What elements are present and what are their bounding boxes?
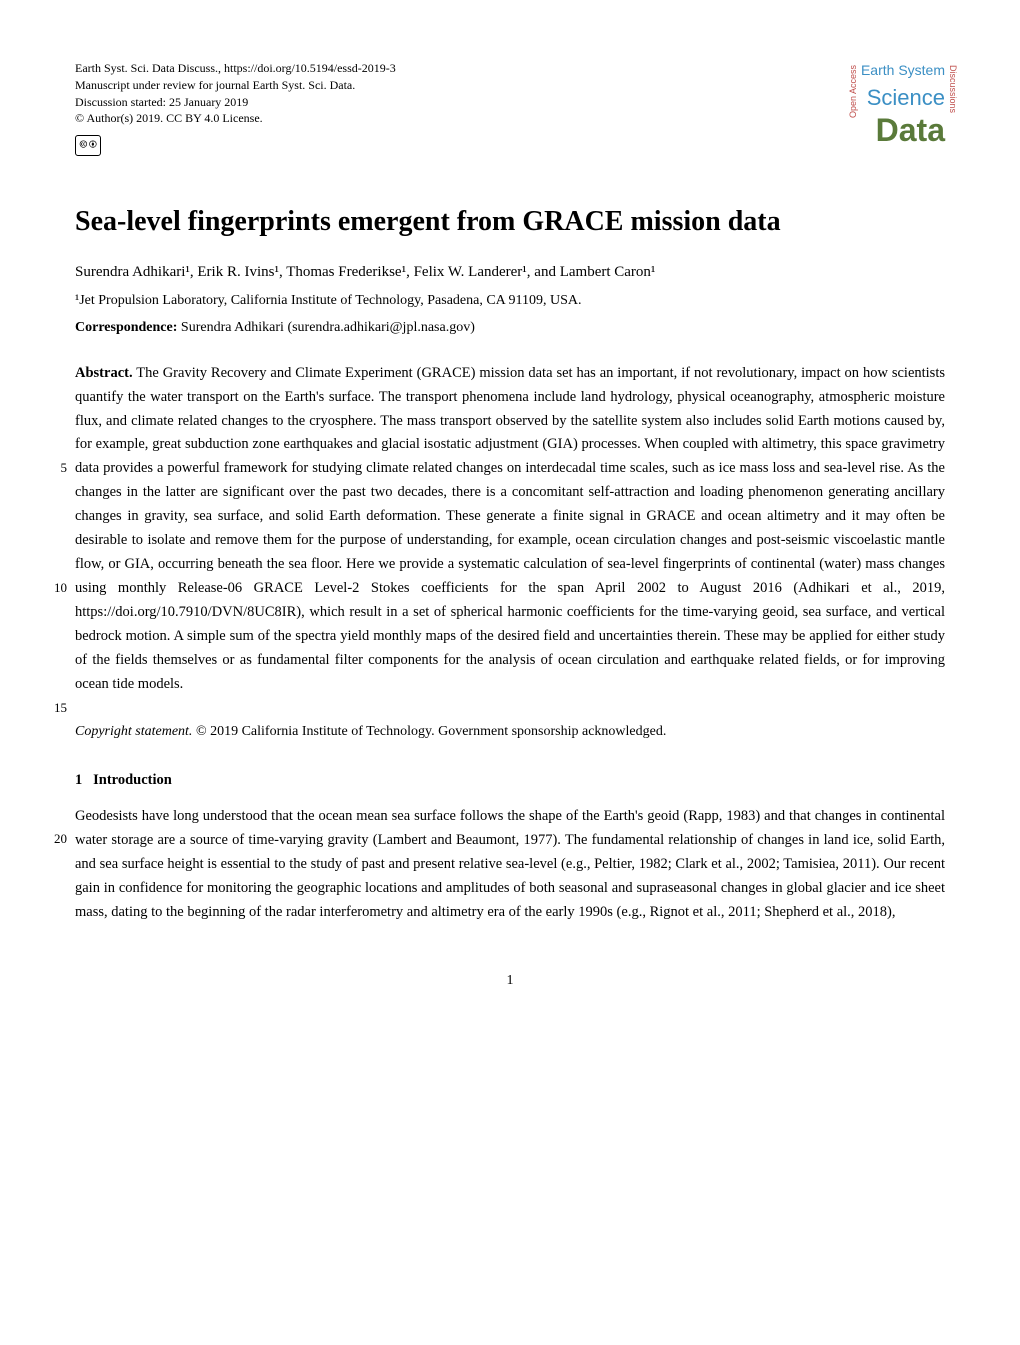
paper-title: Sea-level fingerprints emergent from GRA…: [75, 201, 945, 243]
by-icon: 🅯: [90, 139, 97, 151]
abstract: Abstract. The Gravity Recovery and Clima…: [75, 362, 945, 697]
preprint-license: © Author(s) 2019. CC BY 4.0 License.: [75, 110, 675, 127]
authors-list: Surendra Adhikari¹, Erik R. Ivins¹, Thom…: [75, 261, 945, 284]
cc-by-badge: 🅭 🅯: [75, 135, 101, 156]
line-number-5: 5: [37, 458, 67, 478]
logo-open-access: Open Access: [847, 65, 861, 118]
body-paragraph-1: Geodesists have long understood that the…: [75, 805, 945, 925]
correspondence-text: Surendra Adhikari (surendra.adhikari@jpl…: [177, 320, 474, 335]
journal-logo: Open Access Earth System Science Data Di…: [861, 60, 945, 146]
body-container: 20 Geodesists have long understood that …: [75, 805, 945, 925]
correspondence: Correspondence: Surendra Adhikari (suren…: [75, 317, 945, 338]
page-number: 1: [75, 970, 945, 991]
logo-discussions: Discussions: [946, 65, 960, 113]
line-number-15: 15: [37, 698, 67, 718]
logo-line3: Data: [861, 114, 945, 146]
logo-line1: Earth System: [861, 60, 945, 81]
license-icons: 🅭 🅯: [75, 132, 945, 156]
copyright-text: © 2019 California Institute of Technolog…: [192, 724, 666, 739]
correspondence-label: Correspondence:: [75, 320, 177, 335]
section-1-heading: 1 Introduction: [75, 770, 945, 792]
section-number: 1: [75, 772, 82, 788]
preprint-info: Earth Syst. Sci. Data Discuss., https://…: [75, 60, 675, 127]
affiliation: ¹Jet Propulsion Laboratory, California I…: [75, 290, 945, 311]
section-title: Introduction: [93, 772, 172, 788]
abstract-label: Abstract.: [75, 365, 133, 381]
copyright-label: Copyright statement.: [75, 724, 192, 739]
preprint-date: Discussion started: 25 January 2019: [75, 94, 675, 111]
abstract-text: The Gravity Recovery and Climate Experim…: [75, 365, 945, 692]
line-number-20: 20: [37, 829, 67, 849]
copyright-statement: Copyright statement. © 2019 California I…: [75, 721, 945, 742]
preprint-journal: Manuscript under review for journal Eart…: [75, 77, 675, 94]
line-number-10: 10: [37, 578, 67, 598]
header-section: Earth Syst. Sci. Data Discuss., https://…: [75, 60, 945, 156]
logo-line2: Science: [861, 81, 945, 114]
preprint-doi: Earth Syst. Sci. Data Discuss., https://…: [75, 60, 675, 77]
abstract-container: 5 10 15 Abstract. The Gravity Recovery a…: [75, 362, 945, 697]
cc-icon: 🅭: [80, 139, 87, 151]
